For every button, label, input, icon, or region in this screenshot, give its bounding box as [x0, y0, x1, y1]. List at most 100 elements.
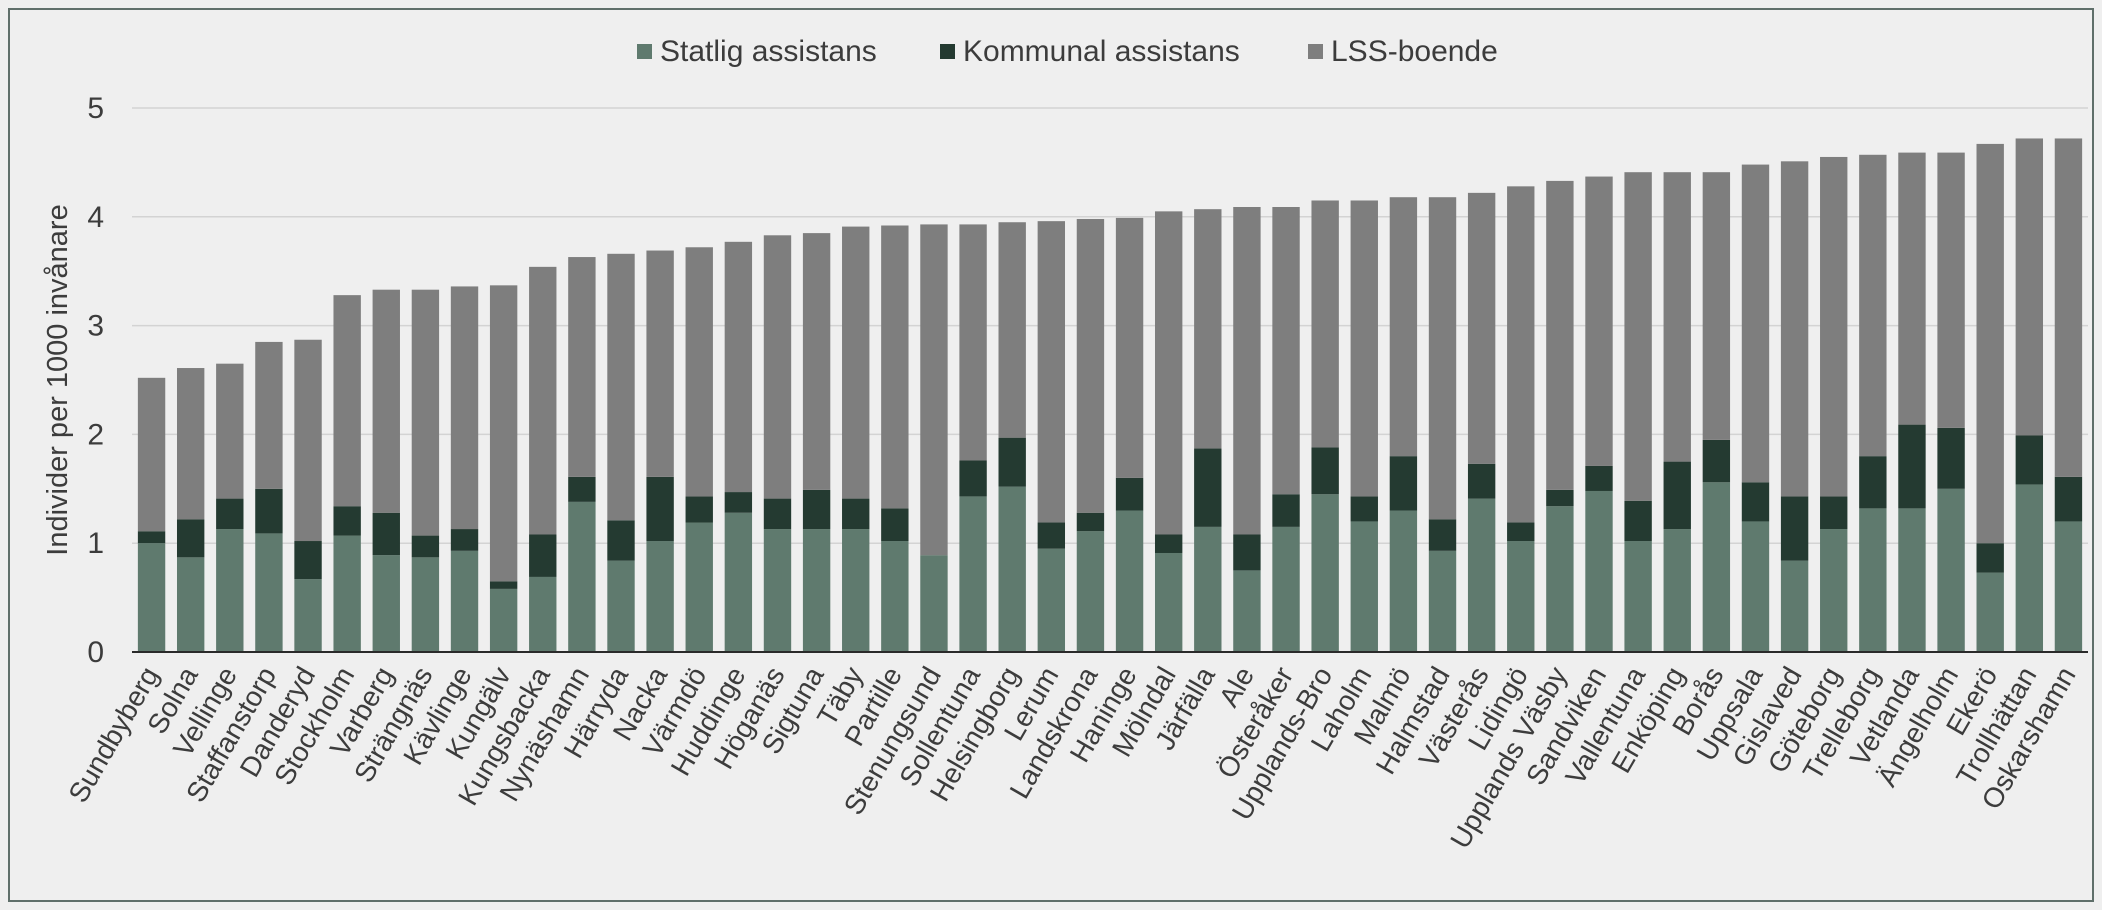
bar-segment-kommunal — [1389, 456, 1418, 511]
bar-segment-kommunal — [646, 476, 674, 542]
bar-segment-kommunal — [137, 531, 166, 544]
bar-segment-statlig — [1350, 521, 1378, 652]
bar-segment-kommunal — [1194, 448, 1222, 527]
bar-segment-lss — [2054, 138, 2083, 477]
bar-segment-statlig — [1859, 508, 1887, 652]
bar-segment-statlig — [2054, 521, 2083, 652]
bar-segment-lss — [763, 235, 792, 499]
x-axis-labels: SundbybergSolnaVellingeStaffanstorpDande… — [62, 661, 2081, 853]
bar-segment-statlig — [333, 535, 361, 652]
bar-segment-statlig — [881, 541, 909, 652]
chart-frame: Statlig assistans Kommunal assistans LSS-b… — [8, 8, 2094, 902]
bar-segment-lss — [1937, 152, 1965, 428]
bar-segment-lss — [646, 250, 674, 477]
bar-segment-lss — [1976, 143, 2004, 544]
bar-segment-kommunal — [1115, 477, 1144, 511]
bar-segment-statlig — [842, 529, 870, 652]
bar-segment-kommunal — [1859, 456, 1887, 509]
legend-label: LSS-boende — [1331, 35, 1498, 68]
bar-segment-lss — [489, 285, 518, 582]
bar-segment-lss — [1272, 207, 1300, 495]
bar-segment-statlig — [1311, 494, 1339, 652]
legend-label: Kommunal assistans — [963, 35, 1240, 68]
y-axis-title: Individer per 1000 invånare — [42, 204, 74, 555]
bar-segment-lss — [411, 289, 440, 536]
bar-segment-lss — [137, 377, 166, 532]
bar-segment-lss — [294, 339, 322, 542]
y-axis-ticks: 0 1 2 3 4 5 — [87, 92, 104, 669]
bar-segment-lss — [1741, 164, 1770, 483]
bar-segment-kommunal — [1272, 494, 1300, 527]
bar-segment-statlig — [176, 557, 205, 652]
bar-segment-statlig — [1702, 482, 1731, 652]
bar-segment-lss — [1311, 200, 1339, 448]
bar-segment-lss — [529, 266, 557, 535]
bar-segment-kommunal — [1311, 447, 1339, 495]
bar-segment-statlig — [450, 550, 479, 652]
bar-segment-lss — [2015, 138, 2044, 436]
bar-segment-statlig — [1428, 550, 1457, 652]
bar-segment-lss — [1624, 172, 1652, 501]
bar-segment-lss — [176, 368, 205, 520]
legend-swatch — [1308, 44, 1323, 59]
bar-segment-kommunal — [1702, 439, 1731, 483]
bar-segment-kommunal — [1663, 461, 1691, 530]
bar-segment-kommunal — [294, 541, 322, 580]
y-tick-label: 2 — [87, 418, 104, 451]
bar-segment-statlig — [294, 579, 322, 652]
bar-segment-statlig — [1663, 529, 1691, 652]
y-tick-label: 3 — [87, 310, 104, 343]
bar-segment-lss — [216, 363, 244, 499]
bar-segment-lss — [1194, 209, 1222, 449]
bar-segment-lss — [1428, 197, 1457, 520]
bar-segment-lss — [802, 233, 831, 490]
bar-segment-lss — [1467, 192, 1496, 464]
bar-segment-lss — [1154, 211, 1183, 535]
bar-segment-kommunal — [1546, 489, 1574, 507]
bar-segment-statlig — [1820, 529, 1848, 652]
stacked-bar-chart: Statlig assistans Kommunal assistans LSS-b… — [42, 35, 2088, 854]
bar-segment-statlig — [607, 560, 635, 652]
legend-swatch — [940, 44, 955, 59]
bar-segment-statlig — [802, 529, 831, 652]
bar-segment-kommunal — [333, 506, 361, 536]
bar-segment-kommunal — [802, 489, 831, 530]
bar-segment-lss — [1898, 152, 1926, 425]
bar-segment-kommunal — [1037, 522, 1066, 549]
y-tick-label: 5 — [87, 92, 104, 125]
bar-segment-kommunal — [1428, 519, 1457, 551]
x-tick-label: Sundbyberg — [62, 662, 164, 808]
bar-segment-statlig — [1272, 526, 1300, 652]
legend-swatch — [637, 44, 652, 59]
bar-segment-kommunal — [411, 535, 440, 558]
bar-segment-lss — [920, 224, 948, 556]
bar-segment-kommunal — [842, 498, 870, 530]
bar-segment-statlig — [1154, 552, 1183, 652]
bar-segment-statlig — [1976, 572, 2004, 652]
bar-segment-kommunal — [685, 496, 713, 523]
bar-segment-kommunal — [998, 437, 1026, 487]
bar-segment-statlig — [646, 541, 674, 652]
bar-segment-statlig — [1115, 510, 1144, 652]
bar-segment-statlig — [568, 501, 596, 652]
bar-segment-kommunal — [2054, 476, 2083, 522]
bar-segment-kommunal — [1467, 463, 1496, 499]
bar-segment-lss — [1115, 217, 1144, 478]
bar-segment-statlig — [1076, 531, 1105, 652]
bar-segment-lss — [255, 341, 283, 489]
bar-segment-lss — [724, 241, 753, 493]
bar-segment-statlig — [1507, 541, 1535, 652]
legend: Statlig assistans Kommunal assistans LSS-b… — [637, 35, 1498, 68]
bar-segment-kommunal — [450, 529, 479, 551]
bar-segment-kommunal — [724, 492, 753, 513]
bar-segment-kommunal — [1741, 482, 1770, 522]
bar-segment-lss — [685, 247, 713, 497]
bar-segment-lss — [842, 226, 870, 499]
bar-segment-lss — [1507, 186, 1535, 523]
bar-segment-kommunal — [2015, 435, 2044, 485]
bar-segment-statlig — [998, 486, 1026, 652]
bar-segment-statlig — [1780, 560, 1809, 652]
bar-segment-lss — [1702, 172, 1731, 440]
bar-segment-statlig — [1546, 506, 1574, 652]
bar-segment-statlig — [1624, 541, 1652, 652]
